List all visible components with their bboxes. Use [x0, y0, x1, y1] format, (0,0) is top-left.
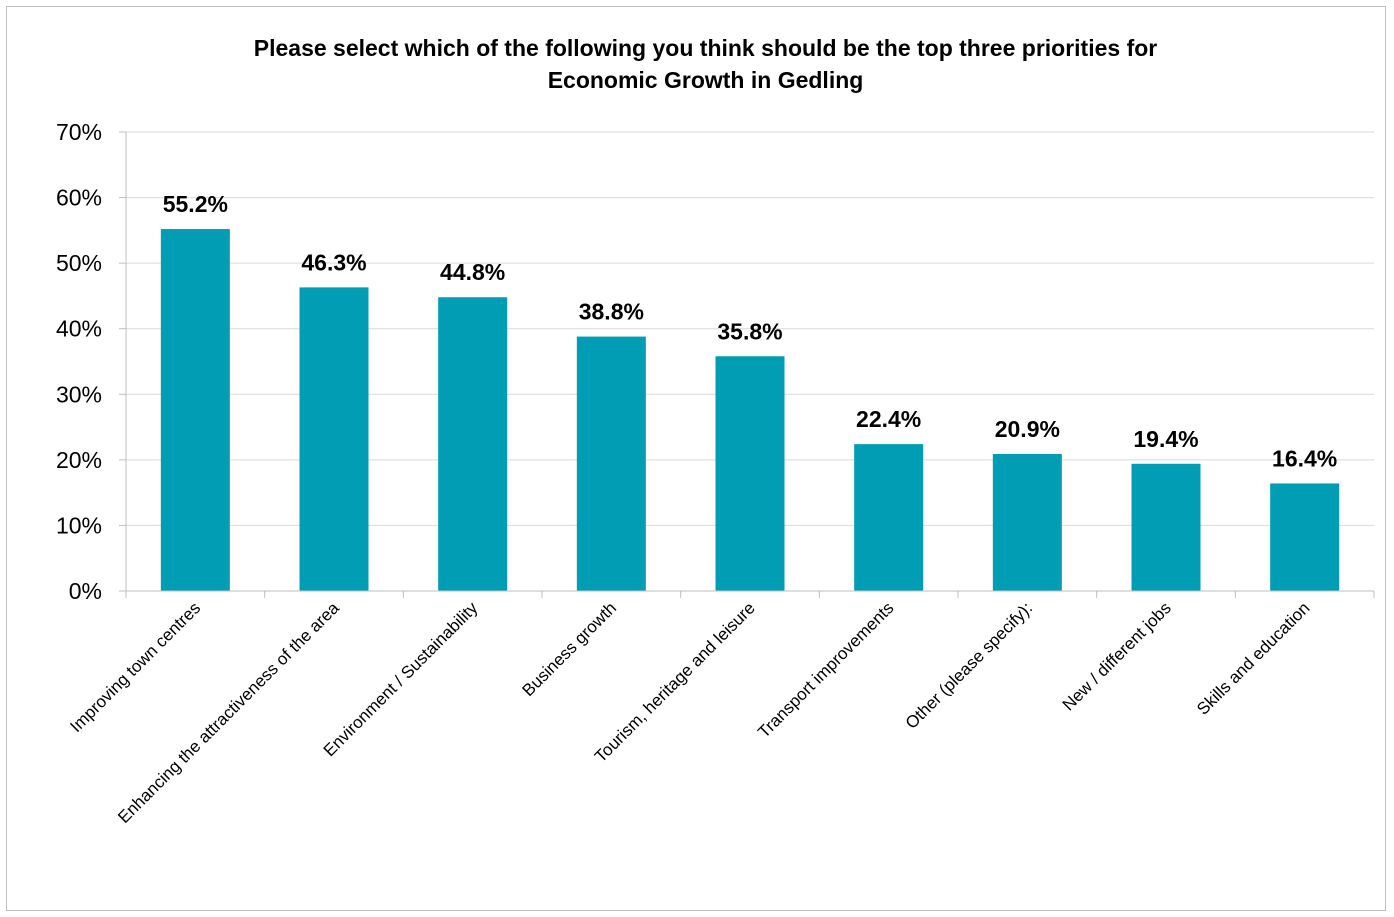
- chart-title-line-1: Please select which of the following you…: [253, 35, 1158, 61]
- data-label: 38.8%: [579, 299, 644, 325]
- data-label: 22.4%: [856, 406, 921, 432]
- x-tick-label: Other (please specify):: [902, 598, 1036, 732]
- data-label: 35.8%: [717, 318, 782, 344]
- bars: [160, 229, 1340, 591]
- y-tick-label: 50%: [56, 250, 102, 276]
- bar: [299, 287, 369, 591]
- bar: [1270, 483, 1340, 591]
- bar: [576, 336, 646, 591]
- y-tick-label: 40%: [56, 316, 102, 342]
- bar: [160, 229, 230, 591]
- x-tick-label: Enhancing the attractiveness of the area: [114, 598, 343, 827]
- x-tick-label: Improving town centres: [66, 598, 204, 736]
- data-label: 44.8%: [440, 259, 505, 285]
- x-tick-label: Business growth: [519, 598, 621, 700]
- chart-frame: [6, 6, 1386, 911]
- y-tick-label: 0%: [69, 578, 102, 604]
- data-label: 19.4%: [1133, 426, 1198, 452]
- data-label: 55.2%: [163, 191, 228, 217]
- y-tick-label: 70%: [56, 119, 102, 145]
- data-label: 16.4%: [1272, 445, 1337, 471]
- bar: [992, 453, 1062, 591]
- chart-title-line-2: Economic Growth in Gedling: [547, 67, 864, 93]
- y-tick-label: 10%: [56, 512, 102, 538]
- x-tick-label: New / different jobs: [1059, 598, 1175, 714]
- x-tick-label: Environment / Sustainability: [320, 598, 482, 760]
- y-tick-label: 20%: [56, 447, 102, 473]
- data-label: 46.3%: [301, 249, 366, 275]
- y-axis: 0% 10% 20% 30% 40% 50% 60% 70%: [56, 119, 127, 604]
- x-tick-label: Skills and education: [1193, 598, 1313, 718]
- bar: [715, 356, 785, 591]
- data-label: 20.9%: [995, 416, 1060, 442]
- bar: [1131, 463, 1201, 591]
- y-tick-label: 30%: [56, 381, 102, 407]
- chart-title: Please select which of the following you…: [0, 32, 1394, 96]
- x-tick-label: Transport improvements: [754, 598, 897, 741]
- data-labels: 55.2% 46.3% 44.8% 38.8% 35.8% 22.4% 20.9% 19.4%…: [163, 191, 1338, 471]
- y-tick-label: 60%: [56, 185, 102, 211]
- bar: [854, 444, 924, 591]
- bar: [438, 297, 508, 591]
- x-tick-label: Tourism, heritage and leisure: [591, 598, 759, 766]
